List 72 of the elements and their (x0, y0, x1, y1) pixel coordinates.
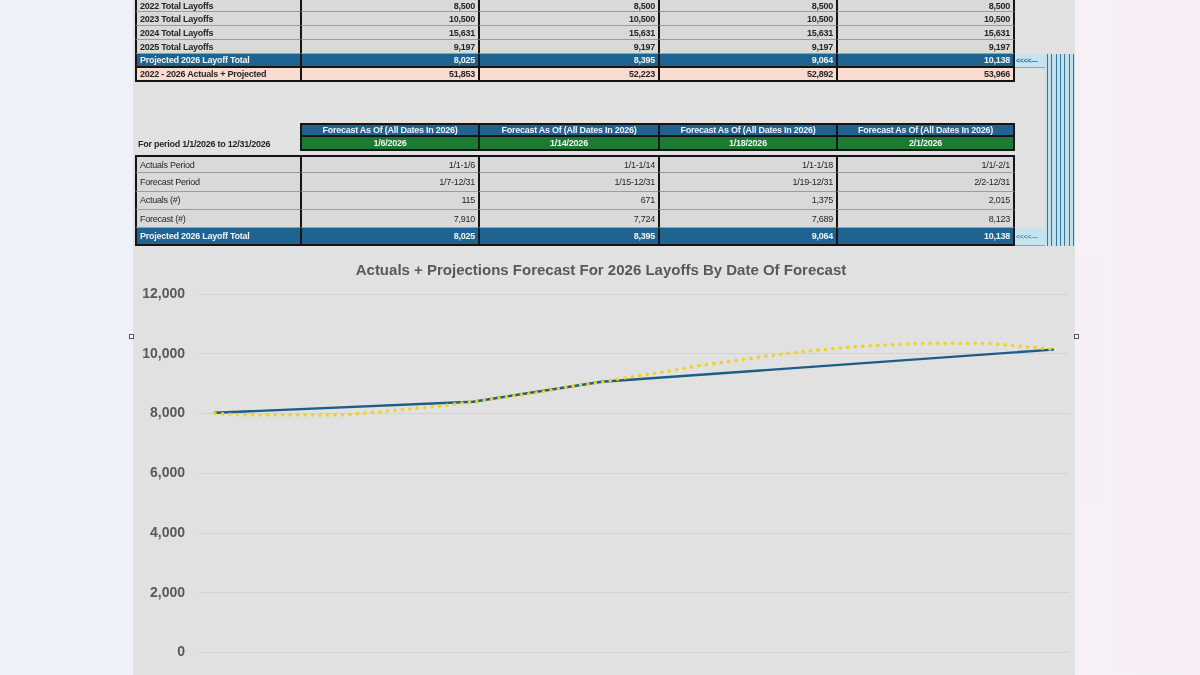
text: 10,500 (983, 13, 1010, 24)
text: 1,375 (811, 195, 833, 206)
text: 2024 Total Layoffs (140, 27, 214, 38)
text: For period 1/1/2026 to 12/31/2026 (138, 139, 271, 149)
text: 9,197 (453, 41, 475, 52)
text: 8,025 (453, 231, 475, 242)
y-tick-label: 6,000 (149, 464, 186, 481)
text: 1/14/2026 (550, 138, 588, 148)
text: 15,631 (448, 27, 475, 38)
text: 15,631 (983, 27, 1010, 38)
text: 8,500 (453, 0, 475, 11)
text: 9,197 (988, 41, 1010, 52)
text: 1/6/2026 (373, 138, 407, 148)
text: 8,025 (453, 55, 475, 65)
text: 2025 Total Layoffs (140, 41, 214, 52)
text: 10,500 (628, 13, 655, 24)
text: 2/2-12/31 (974, 176, 1010, 187)
text: Forecast As Of (All Dates In 2026) (501, 125, 637, 135)
text: Forecast As Of (All Dates In 2026) (680, 125, 816, 135)
text: 1/7-12/31 (439, 176, 475, 187)
text: 1/1-1/18 (801, 159, 833, 170)
text: Projected 2026 Layoff Total (140, 231, 250, 242)
y-tick-label: 10,000 (142, 344, 186, 361)
text: 9,064 (811, 231, 833, 242)
y-tick-label: 0 (177, 643, 186, 660)
text: Forecast As Of (All Dates In 2026) (857, 125, 994, 135)
text: 9,197 (633, 41, 655, 52)
text: 8,395 (633, 231, 655, 242)
text: 1/1/-2/1 (981, 159, 1010, 170)
text: 7,724 (633, 213, 655, 224)
text: 9,064 (811, 55, 833, 65)
y-tick-label: 2,000 (149, 583, 186, 600)
text: 1/1-1/14 (623, 159, 655, 170)
text: 15,631 (628, 27, 655, 38)
text: Actuals (#) (140, 195, 181, 206)
text: 8,500 (811, 0, 833, 11)
y-tick-label: 8,000 (149, 404, 186, 421)
chart-title: Actuals + Projections Forecast For 2026 Layoffs By Date Of Forecast (355, 261, 847, 279)
text: 1/15-12/31 (614, 176, 655, 187)
y-tick-label: 12,000 (142, 284, 186, 301)
text: 2022 Total Layoffs (140, 0, 214, 11)
text: 2/1/2026 (908, 138, 943, 148)
text: 51,853 (448, 69, 475, 79)
text: 10,500 (806, 13, 833, 24)
text: 1/18/2026 (729, 138, 767, 148)
text: 8,500 (988, 0, 1010, 11)
text: 7,689 (811, 213, 833, 224)
text: 53,966 (983, 69, 1010, 79)
text: 671 (640, 195, 655, 206)
text: 1/1-1/6 (448, 159, 475, 170)
text: Forecast Period (140, 176, 200, 187)
text: 2,015 (988, 195, 1010, 206)
text: 10,138 (983, 55, 1010, 65)
text: 1/19-12/31 (792, 176, 833, 187)
text: 115 (461, 195, 475, 206)
y-tick-label: 4,000 (149, 523, 186, 540)
text: 7,910 (453, 213, 475, 224)
text: Projected 2026 Layoff Total (140, 55, 250, 65)
text: 52,223 (628, 69, 655, 79)
text: 2023 Total Layoffs (140, 13, 214, 24)
text: 8,500 (633, 0, 655, 11)
text: 10,500 (448, 13, 475, 24)
text: 2022 - 2026 Actuals + Projected (140, 69, 267, 79)
text: 10,138 (983, 231, 1010, 242)
text: 9,197 (811, 41, 833, 52)
text: 52,892 (806, 69, 833, 79)
text: Forecast (#) (140, 213, 186, 224)
text: Forecast As Of (All Dates In 2026) (322, 125, 458, 135)
text: 15,631 (806, 27, 833, 38)
text: 8,395 (633, 55, 655, 65)
text: Actuals Period (140, 159, 195, 170)
text: 8,123 (988, 213, 1010, 224)
